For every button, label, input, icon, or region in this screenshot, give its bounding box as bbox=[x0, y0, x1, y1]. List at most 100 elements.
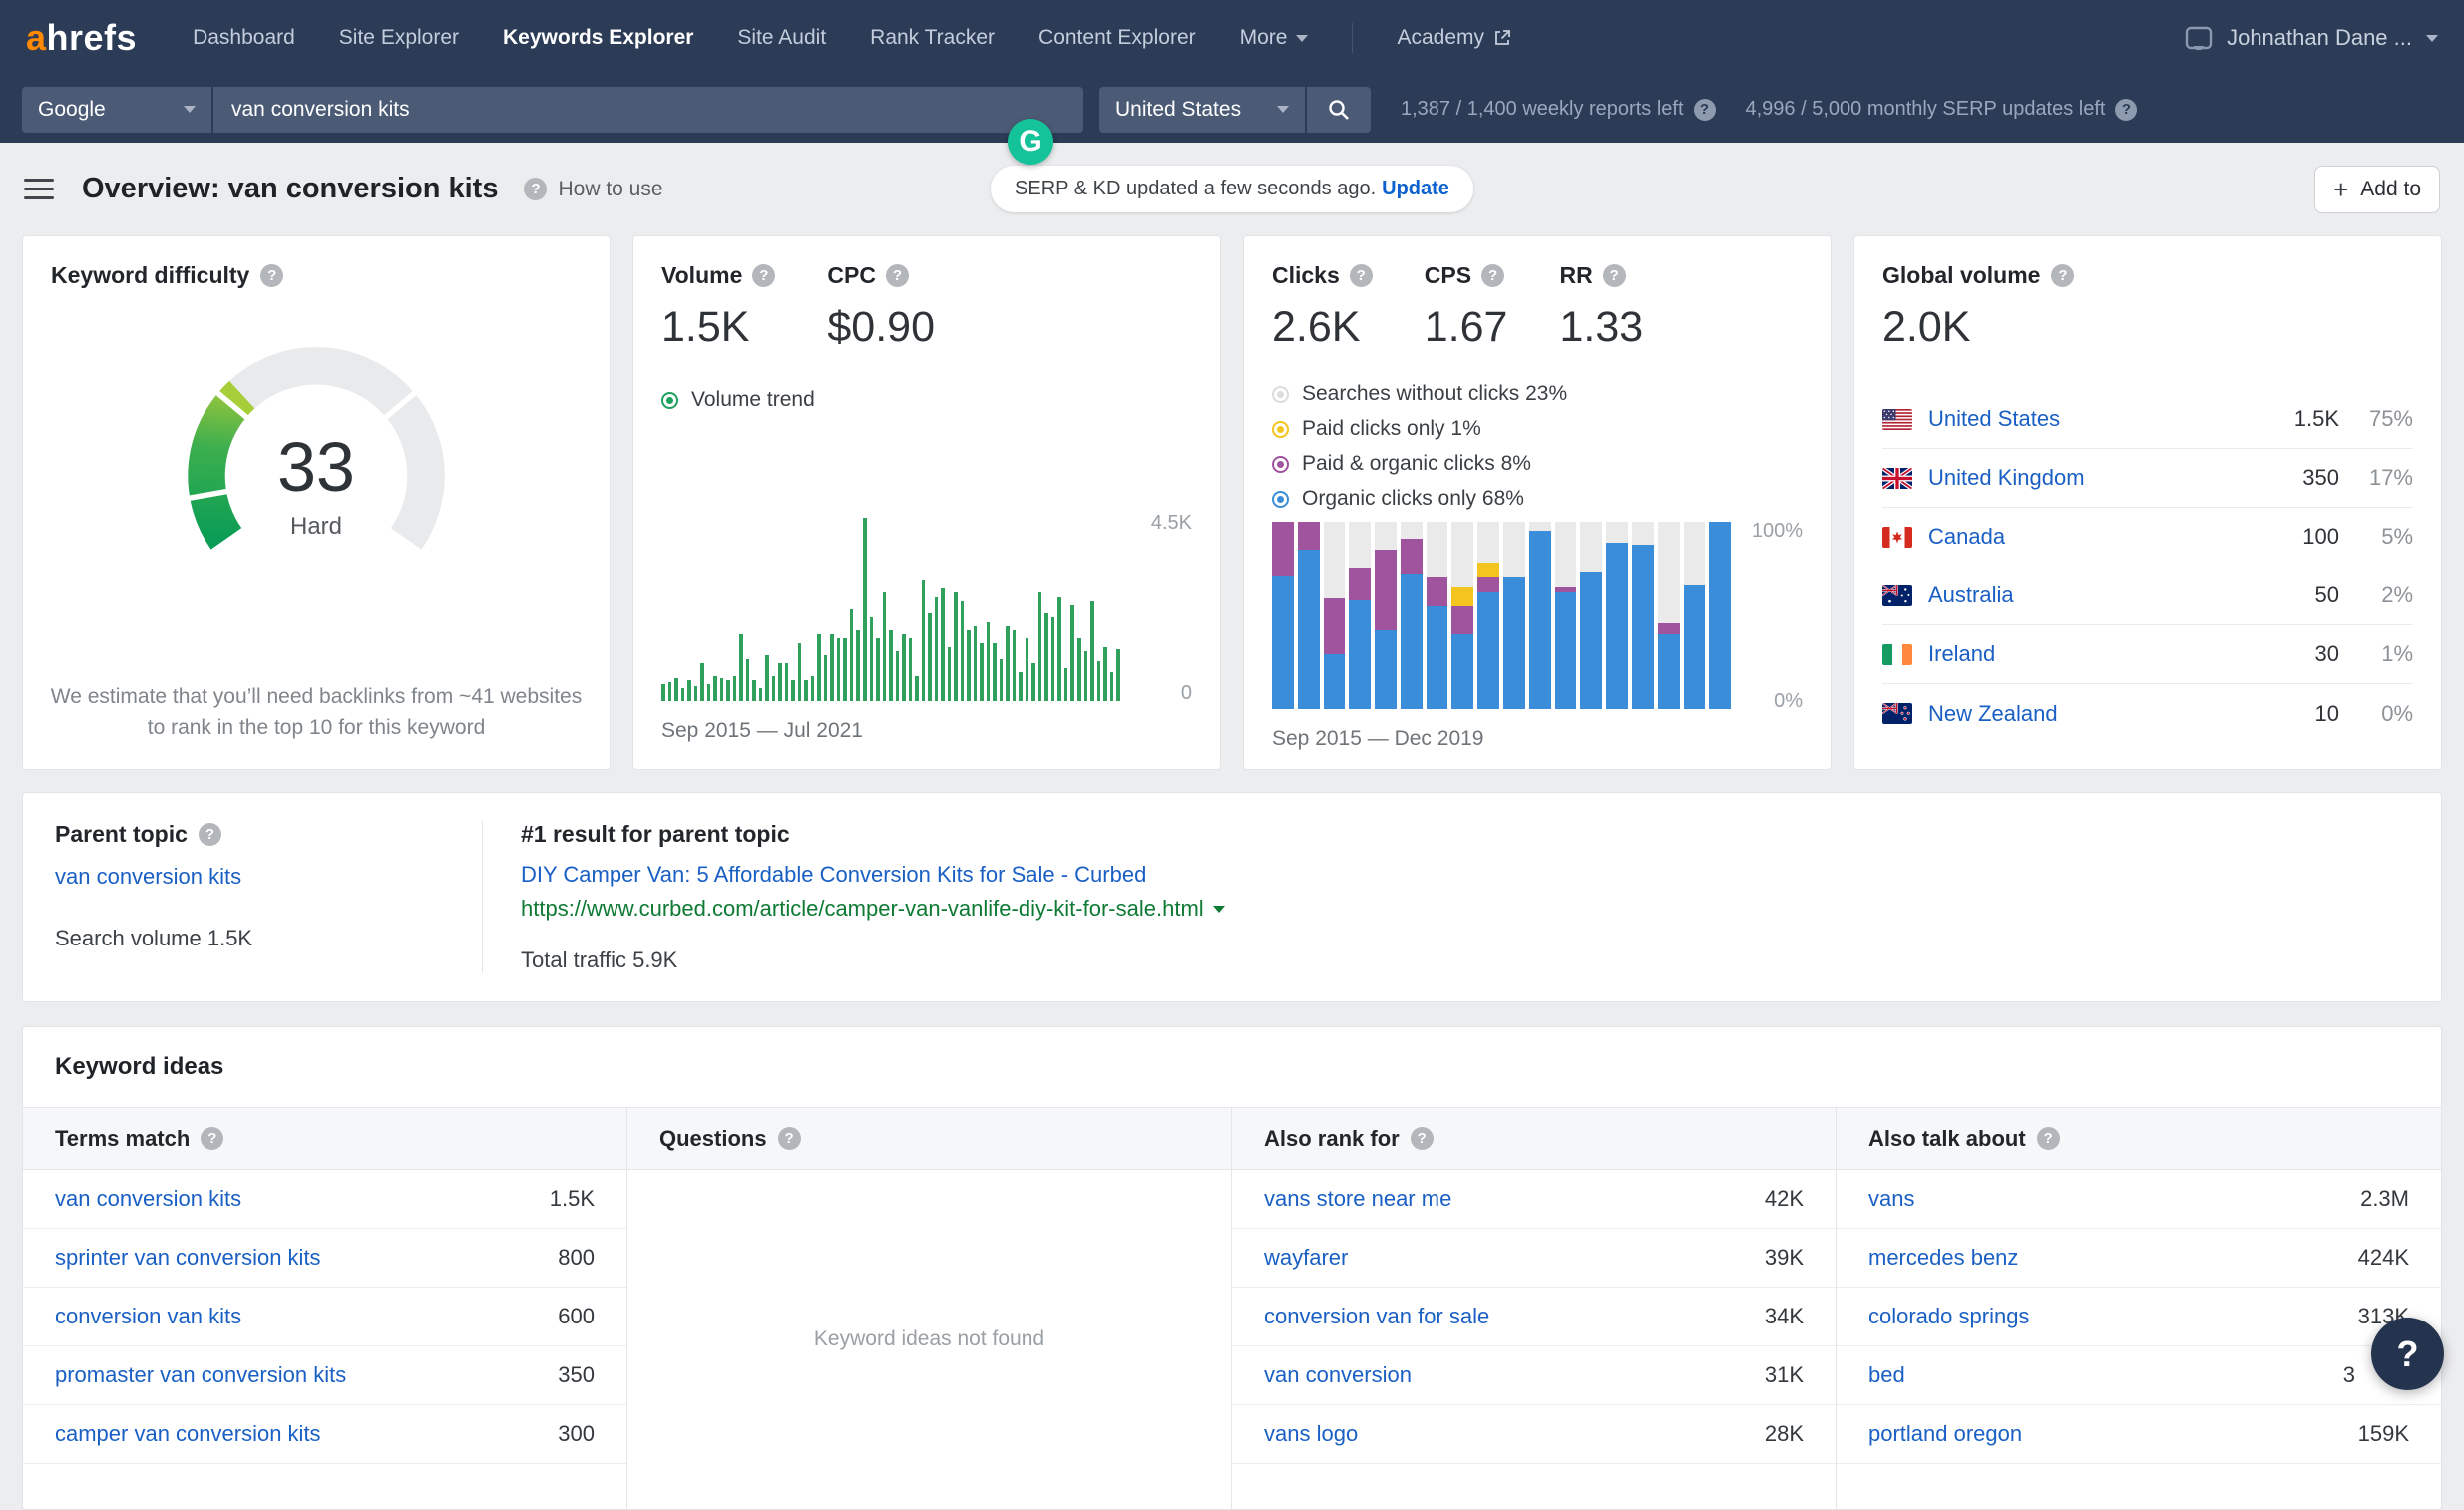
question-icon[interactable]: ? bbox=[885, 264, 909, 287]
keyword-link[interactable]: conversion van kits bbox=[55, 1304, 242, 1328]
keyword-link[interactable]: vans bbox=[1868, 1186, 1915, 1211]
keyword-link[interactable]: van conversion kits bbox=[55, 1186, 242, 1211]
nav-item-rank-tracker[interactable]: Rank Tracker bbox=[870, 26, 996, 49]
keyword-link[interactable]: sprinter van conversion kits bbox=[55, 1245, 321, 1270]
volume-bar bbox=[915, 675, 919, 701]
keyword-link[interactable]: camper van conversion kits bbox=[55, 1421, 321, 1446]
question-icon[interactable]: ? bbox=[1349, 264, 1373, 287]
volume-bar bbox=[719, 678, 724, 701]
keyword-link[interactable]: van conversion bbox=[1264, 1362, 1412, 1387]
radio-dot-icon bbox=[1272, 490, 1289, 508]
question-icon[interactable]: ? bbox=[260, 264, 284, 287]
help-fab-button[interactable]: ? bbox=[2371, 1318, 2444, 1390]
add-to-button[interactable]: + Add to bbox=[2314, 165, 2440, 213]
clicks-stacked-bar bbox=[1375, 522, 1397, 709]
chevron-down-icon bbox=[184, 106, 196, 113]
question-icon[interactable]: ? bbox=[198, 823, 221, 846]
grammarly-badge[interactable]: G bbox=[1008, 119, 1053, 165]
keyword-idea-row: portland oregon 159K bbox=[1837, 1405, 2441, 1464]
help-icon[interactable]: ? bbox=[2115, 98, 2138, 121]
country-link[interactable]: United Kingdom bbox=[1928, 465, 2085, 490]
keyword-link[interactable]: portland oregon bbox=[1868, 1421, 2023, 1446]
volume-chart: 4.5K 0 bbox=[661, 512, 1192, 704]
country-link[interactable]: New Zealand bbox=[1928, 700, 2058, 726]
user-menu[interactable]: Johnathan Dane ... bbox=[2185, 25, 2438, 51]
top-result-title-link[interactable]: DIY Camper Van: 5 Affordable Conversion … bbox=[521, 862, 1147, 887]
search-button[interactable] bbox=[1307, 86, 1371, 133]
keyword-volume: 39K bbox=[1764, 1245, 1804, 1270]
bar-segment bbox=[1272, 575, 1294, 709]
keyword-link[interactable]: wayfarer bbox=[1264, 1245, 1349, 1270]
keyword-link[interactable]: colorado springs bbox=[1868, 1304, 2030, 1328]
volume-bar bbox=[1103, 646, 1107, 701]
country-link[interactable]: United States bbox=[1928, 406, 2061, 431]
country-link[interactable]: Ireland bbox=[1928, 641, 1996, 666]
country-percent: 5% bbox=[2381, 524, 2413, 549]
kd-level: Hard bbox=[289, 513, 343, 540]
parent-topic-keyword-link[interactable]: van conversion kits bbox=[55, 864, 242, 889]
volume-bar bbox=[817, 634, 821, 701]
volume-label: Volume bbox=[661, 262, 743, 288]
question-icon[interactable]: ? bbox=[2036, 1127, 2060, 1150]
question-icon[interactable]: ? bbox=[752, 264, 776, 287]
keyword-link[interactable]: promaster van conversion kits bbox=[55, 1362, 347, 1387]
keyword-link[interactable]: vans store near me bbox=[1264, 1186, 1452, 1211]
volume-bar bbox=[862, 518, 867, 701]
nav-academy[interactable]: Academy bbox=[1397, 26, 1511, 50]
help-icon[interactable]: ? bbox=[1693, 98, 1716, 121]
keyword-link[interactable]: conversion van for sale bbox=[1264, 1304, 1490, 1328]
menu-icon[interactable] bbox=[24, 179, 54, 199]
keyword-idea-row: conversion van kits 600 bbox=[23, 1288, 626, 1346]
question-icon[interactable]: ? bbox=[1602, 264, 1626, 287]
country-select[interactable]: United States bbox=[1099, 86, 1305, 133]
volume-value: 1.5K bbox=[661, 303, 750, 351]
keyword-link[interactable]: vans logo bbox=[1264, 1421, 1359, 1446]
question-icon[interactable]: ? bbox=[1481, 264, 1505, 287]
volume-bar bbox=[921, 579, 926, 701]
chevron-down-icon bbox=[1296, 34, 1309, 42]
volume-bar bbox=[882, 592, 887, 701]
top-result-url[interactable]: https://www.curbed.com/article/camper-va… bbox=[521, 896, 2403, 922]
nav-item-content-explorer[interactable]: Content Explorer bbox=[1038, 26, 1196, 49]
question-icon[interactable]: ? bbox=[1410, 1127, 1434, 1150]
nav-item-keywords-explorer[interactable]: Keywords Explorer bbox=[503, 26, 694, 49]
bar-segment bbox=[1606, 542, 1628, 709]
country-link[interactable]: Canada bbox=[1928, 524, 2006, 549]
country-row: United Kingdom 350 17% bbox=[1882, 449, 2413, 508]
top-bar: ahrefs Dashboard Site Explorer Keywords Ex… bbox=[0, 0, 2464, 165]
keyword-link[interactable]: mercedes benz bbox=[1868, 1245, 2019, 1270]
clicks-stacked-bar bbox=[1528, 522, 1551, 709]
global-volume-title-row: Global volume ? bbox=[1882, 262, 2413, 289]
volume-bar bbox=[1116, 648, 1120, 701]
volume-bar bbox=[810, 675, 815, 701]
volume-bar bbox=[713, 675, 717, 701]
question-icon[interactable]: ? bbox=[2051, 264, 2075, 287]
nav-item-site-explorer[interactable]: Site Explorer bbox=[338, 26, 460, 49]
nav-item-site-audit[interactable]: Site Audit bbox=[737, 26, 827, 49]
volume-bar bbox=[928, 613, 932, 701]
volume-y-max: 4.5K bbox=[1150, 512, 1192, 534]
how-to-use[interactable]: ? How to use bbox=[524, 178, 663, 201]
volume-trend-label: Volume trend bbox=[691, 388, 815, 411]
volume-bar bbox=[1025, 638, 1029, 701]
question-icon[interactable]: ? bbox=[201, 1127, 224, 1150]
nav-more[interactable]: More bbox=[1240, 26, 1309, 50]
kd-gauge: 33 Hard bbox=[152, 335, 481, 584]
bar-segment bbox=[1451, 605, 1474, 634]
question-icon[interactable]: ? bbox=[777, 1127, 801, 1150]
keyword-link[interactable]: bed bbox=[1868, 1362, 1905, 1387]
volume-bar bbox=[967, 629, 971, 701]
update-link[interactable]: Update bbox=[1382, 178, 1449, 199]
keyword-idea-row: vans store near me 42K bbox=[1232, 1170, 1836, 1229]
country-link[interactable]: Australia bbox=[1928, 582, 2014, 607]
ahrefs-logo[interactable]: ahrefs bbox=[26, 17, 138, 58]
bar-segment bbox=[1323, 654, 1346, 709]
nav-item-dashboard[interactable]: Dashboard bbox=[193, 26, 295, 49]
clicks-stacked-bar bbox=[1606, 522, 1628, 709]
country-list: United States 1.5K 75% United Kingdom 350 17%… bbox=[1882, 390, 2413, 743]
search-engine-select[interactable]: Google bbox=[22, 86, 211, 133]
volume-bar bbox=[836, 638, 841, 701]
keyword-search-input[interactable] bbox=[213, 86, 1083, 133]
country-volume: 100 bbox=[2302, 524, 2339, 549]
volume-metric: Volume ? 1.5K bbox=[661, 262, 776, 352]
